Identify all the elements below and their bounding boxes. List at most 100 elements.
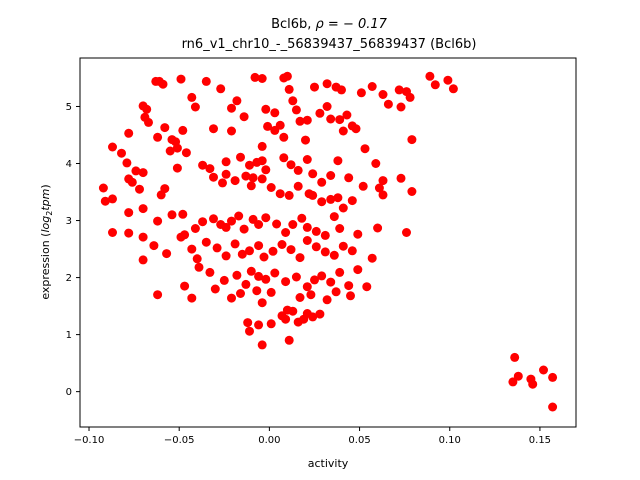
data-point-223 (281, 314, 291, 324)
data-point-23 (443, 75, 453, 85)
data-point-170 (254, 241, 264, 251)
data-point-35 (270, 108, 280, 118)
data-point-205 (227, 293, 236, 303)
data-point-115 (266, 183, 276, 192)
y-axis: 0 1 2 3 4 5 (66, 102, 80, 398)
data-point-33 (239, 112, 249, 122)
data-point-86 (293, 165, 303, 175)
data-point-59 (279, 132, 289, 142)
data-point-44 (326, 114, 336, 124)
data-point-28 (144, 117, 153, 127)
data-point-158 (373, 223, 383, 233)
data-point-139 (209, 214, 218, 224)
data-point-148 (272, 219, 282, 229)
data-point-78 (221, 157, 231, 167)
data-point-214 (331, 287, 341, 297)
data-point-168 (237, 249, 247, 259)
data-point-26 (142, 104, 152, 114)
data-point-85 (286, 160, 296, 170)
data-point-190 (261, 274, 271, 284)
data-point-121 (317, 197, 327, 207)
data-point-37 (284, 84, 294, 94)
data-point-133 (149, 241, 159, 251)
data-point-18 (394, 85, 404, 95)
chart-title-rho: ρ = − 0.17 (316, 17, 388, 32)
data-point-107 (209, 172, 218, 182)
data-point-12 (322, 79, 332, 89)
data-point-235 (528, 379, 538, 389)
chart-title-line2: rn6_v1_chr10_-_56839437_56839437 (Bcl6b) (182, 37, 477, 52)
data-point-98 (108, 194, 117, 204)
data-point-6 (232, 96, 242, 106)
data-point-198 (335, 267, 345, 277)
data-point-70 (138, 168, 148, 178)
data-point-212 (306, 290, 316, 300)
data-point-144 (239, 224, 249, 234)
data-point-165 (212, 243, 222, 253)
data-point-114 (257, 174, 267, 184)
data-point-45 (335, 115, 345, 125)
data-point-128 (378, 190, 388, 200)
data-point-106 (178, 209, 188, 219)
data-point-176 (302, 236, 312, 245)
data-point-17 (378, 90, 388, 99)
data-point-156 (335, 224, 345, 233)
data-point-65 (407, 135, 417, 145)
data-point-134 (153, 216, 163, 226)
data-point-73 (172, 143, 182, 153)
data-point-4 (201, 76, 211, 86)
data-point-146 (254, 220, 264, 229)
data-point-151 (297, 213, 307, 223)
y-axis-label-suffix: ) (39, 184, 52, 188)
data-point-38 (288, 96, 298, 106)
data-point-46 (342, 110, 352, 120)
data-point-111 (241, 171, 251, 181)
data-point-183 (194, 262, 204, 272)
data-point-14 (337, 85, 346, 95)
data-point-60 (270, 125, 280, 135)
data-point-194 (302, 282, 312, 292)
data-point-211 (295, 293, 305, 302)
data-point-93 (371, 159, 381, 168)
data-point-102 (138, 204, 148, 214)
data-point-169 (245, 246, 254, 256)
data-point-90 (326, 171, 336, 180)
data-point-160 (138, 255, 148, 265)
y-tick-label: 0 (66, 387, 72, 398)
data-point-112 (246, 181, 256, 191)
y-axis-label: expression (log2tpm) (39, 184, 54, 299)
data-point-20 (405, 92, 415, 102)
data-point-233 (513, 371, 523, 381)
data-point-127 (374, 183, 384, 193)
x-tick-label: 0.10 (439, 435, 461, 446)
data-point-195 (310, 275, 319, 285)
data-point-24 (448, 84, 458, 94)
data-point-219 (254, 320, 264, 330)
data-point-104 (160, 184, 170, 194)
data-point-171 (259, 252, 269, 262)
data-point-228 (308, 312, 318, 322)
data-point-123 (333, 193, 343, 203)
data-point-237 (548, 372, 558, 382)
data-point-10 (279, 73, 289, 83)
data-point-143 (234, 211, 244, 221)
data-point-110 (230, 176, 240, 186)
x-tick-label: 0.00 (258, 435, 280, 446)
data-point-79 (236, 152, 245, 162)
data-point-132 (138, 232, 148, 242)
data-point-87 (302, 155, 312, 164)
data-point-31 (190, 102, 200, 112)
data-point-116 (275, 189, 285, 199)
x-tick-label: −0.10 (74, 435, 105, 446)
data-point-8 (257, 74, 267, 83)
data-point-175 (295, 253, 305, 263)
data-point-39 (291, 105, 301, 115)
data-point-137 (190, 224, 200, 233)
y-axis-label-tpm: tpm (39, 189, 52, 211)
data-point-231 (508, 377, 518, 387)
data-point-159 (402, 228, 411, 237)
data-point-2 (158, 79, 168, 89)
data-point-208 (257, 298, 267, 308)
